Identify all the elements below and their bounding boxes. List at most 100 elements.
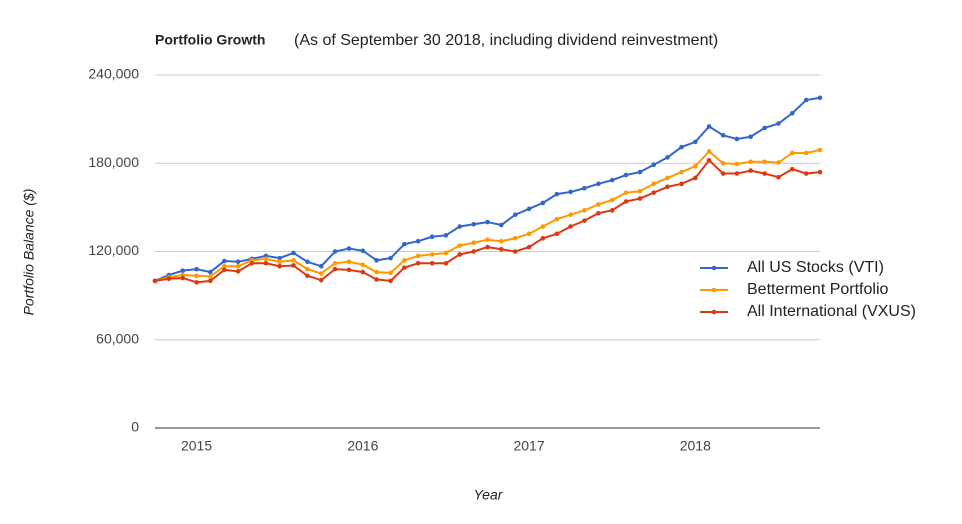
data-point [388,270,393,276]
data-point [346,246,352,251]
x-tick-label: 2015 [181,438,212,454]
data-point [388,255,393,261]
data-point [318,271,324,276]
data-point [194,266,199,272]
data-point [374,269,379,275]
data-point [263,260,269,266]
data-point [665,175,670,181]
data-point [443,260,449,266]
data-point [609,177,615,183]
data-point [498,246,504,252]
x-tick-label: 2018 [680,438,711,454]
data-point [623,199,629,204]
data-point [277,259,282,265]
data-point [720,160,726,166]
data-point [415,253,421,259]
data-point [291,263,296,268]
data-point [734,136,740,142]
data-point [651,162,657,168]
data-point [457,224,463,229]
data-point [679,181,684,187]
data-point [526,244,532,250]
data-point [429,234,435,240]
data-point [817,169,823,175]
data-point [748,168,753,173]
data-point [291,250,296,256]
data-point [360,248,366,254]
data-point [291,258,296,263]
data-point [526,231,532,237]
data-point [526,206,532,212]
data-point [637,188,643,194]
data-point [762,159,767,165]
data-point [803,150,809,156]
data-point [402,258,407,263]
data-point [208,278,213,284]
data-point [277,255,282,261]
data-point [734,161,740,167]
data-point [554,191,560,197]
data-point [485,237,490,243]
data-point [471,249,477,254]
data-point [305,273,310,279]
data-point [318,277,324,283]
y-axis-title: Portfolio Balance ($) [21,189,37,316]
data-point [582,185,587,191]
data-point [623,190,629,195]
data-point [776,121,781,126]
data-point [817,95,823,101]
data-point [720,171,726,176]
chart-title: Portfolio Growth [155,32,265,48]
data-point [471,240,477,245]
data-point [568,224,573,229]
data-point [748,159,753,165]
data-point [679,169,684,175]
data-point [651,190,657,195]
data-point [596,210,601,216]
data-point [415,260,421,266]
data-point [402,241,407,247]
data-point [152,278,158,284]
series-line [154,96,821,282]
data-point [720,133,726,138]
data-point [817,147,823,153]
data-point [222,258,227,264]
data-point [222,263,227,269]
data-point [789,150,795,156]
data-point [512,249,518,254]
data-point [305,266,310,272]
data-point [776,160,781,165]
legend-swatch-dot [711,309,717,315]
data-point [789,110,795,116]
legend-swatch-dot [711,287,717,293]
data-point [693,175,698,181]
data-point [332,266,338,272]
data-point [277,263,282,269]
data-point [693,139,698,145]
data-point [194,280,199,285]
data-point [457,243,463,248]
data-point [665,155,670,160]
x-tick-label: 2017 [513,438,544,454]
legend-label: Betterment Portfolio [747,281,889,298]
data-point [263,256,269,262]
data-point [568,212,573,218]
data-point [374,258,379,263]
y-tick-label: 240,000 [88,66,139,82]
data-point [665,184,670,190]
data-point [166,276,172,282]
data-point [471,221,477,227]
data-point [457,252,463,257]
data-point [706,124,712,129]
data-point [318,263,324,269]
data-point [706,149,712,154]
data-point [762,125,767,131]
legend-label: All International (VXUS) [747,303,916,320]
data-point [194,273,199,279]
data-point [582,218,587,223]
data-point [443,250,449,256]
data-point [208,274,213,279]
legend-swatch-dot [711,265,717,271]
data-point [443,233,449,238]
data-point [748,134,753,140]
